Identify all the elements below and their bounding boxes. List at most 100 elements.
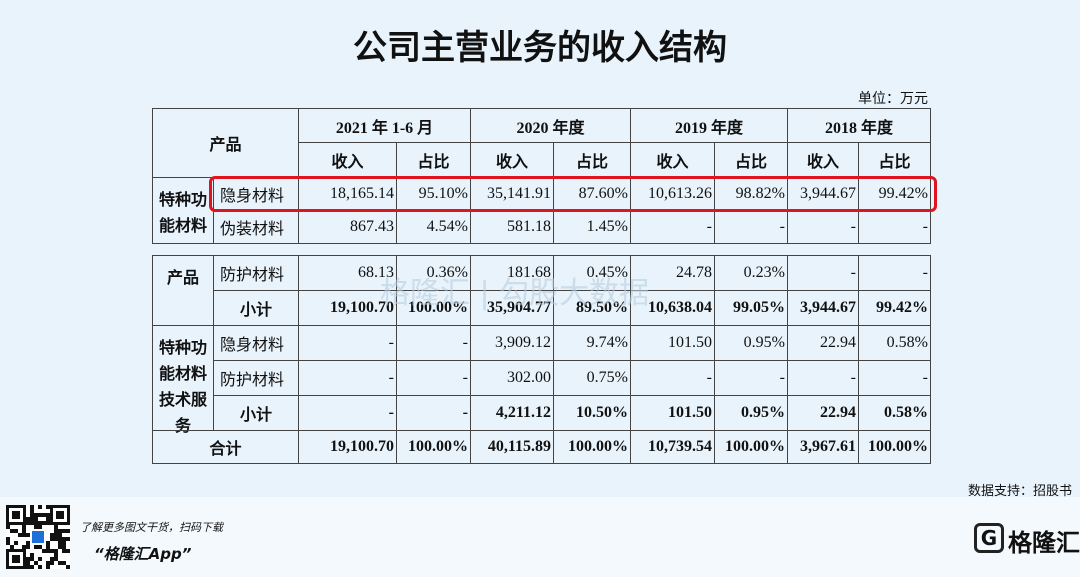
value-cell: 581.18 (470, 210, 554, 244)
qr-module (26, 541, 30, 545)
value-cell: - (298, 360, 397, 396)
header-sub: 占比 (714, 142, 788, 178)
qr-module (46, 545, 50, 549)
logo: 格隆汇 (1008, 529, 1080, 557)
source: 数据支持：招股书 (967, 484, 1072, 499)
value-cell: 40,115.89 (470, 430, 554, 464)
qr-module (50, 561, 54, 565)
header-sub: 收入 (787, 142, 859, 178)
group-label: 特种功能材料 (152, 177, 214, 244)
qr-code (6, 505, 70, 569)
qr-module (30, 505, 34, 509)
value-cell: 22.94 (787, 395, 859, 431)
item-label: 小计 (213, 395, 299, 431)
total-label: 合计 (152, 430, 299, 464)
value-cell: 0.58% (858, 395, 931, 431)
value-cell: 10,739.54 (630, 430, 715, 464)
header-period: 2019 年度 (630, 108, 788, 143)
value-cell: - (396, 395, 471, 431)
logo-icon: G (974, 523, 1004, 553)
qr-module (38, 525, 42, 529)
qr-module (26, 557, 30, 561)
qr-module (62, 549, 66, 553)
header-sub: 收入 (630, 142, 715, 178)
qr-module (46, 517, 50, 521)
qr-module (38, 565, 42, 569)
value-cell: 100.00% (858, 430, 931, 464)
value-cell: 99.05% (714, 290, 788, 326)
header-period: 2020 年度 (470, 108, 631, 143)
qr-module (54, 537, 58, 541)
value-cell: 9.74% (553, 325, 631, 361)
header-sub: 收入 (298, 142, 397, 178)
value-cell: 100.00% (553, 430, 631, 464)
value-cell: - (787, 210, 859, 244)
qr-module (46, 565, 50, 569)
qr-module (30, 553, 34, 557)
qr-module (26, 565, 30, 569)
value-cell: 100.00% (714, 430, 788, 464)
qr-module (38, 521, 42, 525)
value-cell: 0.95% (714, 395, 788, 431)
qr-module (62, 529, 66, 533)
qr-module (46, 521, 50, 525)
value-cell: 100.00% (396, 430, 471, 464)
qr-module (54, 533, 58, 537)
qr-module (38, 513, 42, 517)
item-label: 小计 (213, 290, 299, 326)
qr-module (30, 513, 34, 517)
watermark: 格隆汇 | 勾股大数据 (380, 276, 650, 311)
qr-module (22, 533, 26, 537)
qr-module (34, 513, 38, 517)
value-cell: 10.50% (553, 395, 631, 431)
value-cell: 19,100.70 (298, 430, 397, 464)
qr-module (38, 557, 42, 561)
qr-module (46, 561, 50, 565)
value-cell: - (630, 210, 715, 244)
qr-module (62, 541, 66, 545)
qr-module (54, 549, 58, 553)
qr-module (62, 537, 66, 541)
qr-module (42, 513, 46, 517)
header-sub: 占比 (858, 142, 931, 178)
value-cell: - (787, 255, 859, 291)
qr-module (50, 537, 54, 541)
value-cell: - (787, 360, 859, 396)
qr-module (34, 525, 38, 529)
app-name: “格隆汇App” (94, 545, 192, 563)
value-cell: 867.43 (298, 210, 397, 244)
qr-module (58, 533, 62, 537)
qr-module (30, 521, 34, 525)
title: 公司主营业务的收入结构 (353, 28, 727, 68)
value-cell: 0.58% (858, 325, 931, 361)
qr-module (26, 517, 30, 521)
qr-module (54, 525, 58, 529)
value-cell: 22.94 (787, 325, 859, 361)
value-cell: 101.50 (630, 395, 715, 431)
value-cell: - (858, 210, 931, 244)
header-sub: 占比 (396, 142, 471, 178)
qr-module (34, 561, 38, 565)
qr-module (30, 509, 34, 513)
value-cell: 3,909.12 (470, 325, 554, 361)
qr-module (30, 517, 34, 521)
value-cell: 4.54% (396, 210, 471, 244)
qr-module (12, 555, 20, 563)
qr-module (54, 529, 58, 533)
qr-module (58, 561, 62, 565)
qr-module (12, 511, 20, 519)
qr-module (30, 565, 34, 569)
header-sub: 收入 (470, 142, 554, 178)
value-cell: 0.23% (714, 255, 788, 291)
qr-module (26, 561, 30, 565)
qr-module (32, 531, 44, 543)
qr-module (54, 557, 58, 561)
qr-module (26, 545, 30, 549)
qr-module (38, 545, 42, 549)
qr-module (62, 561, 66, 565)
qr-module (46, 549, 50, 553)
qr-module (58, 541, 62, 545)
qr-module (50, 533, 54, 537)
qr-module (38, 505, 42, 509)
